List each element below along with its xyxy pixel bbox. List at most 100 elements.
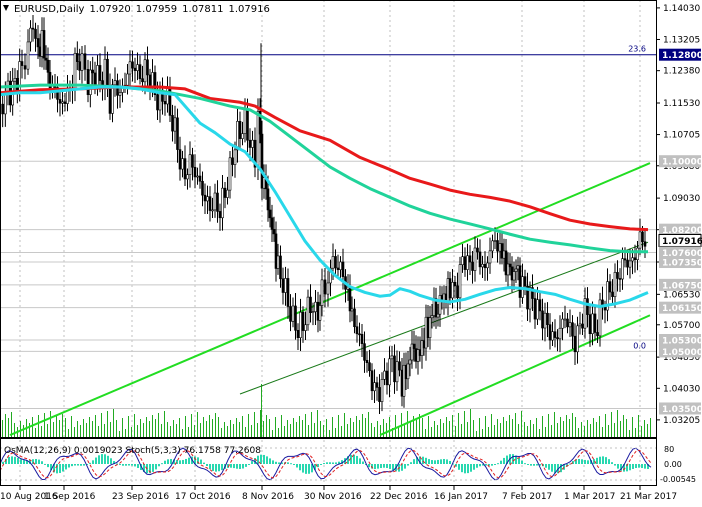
candle-body xyxy=(143,59,147,83)
volume-bar xyxy=(581,422,582,437)
volume-bar xyxy=(362,414,363,437)
x-tick-label-9: 1 Mar 2017 xyxy=(564,492,615,502)
candle-body xyxy=(78,61,81,71)
candle-body xyxy=(339,261,342,271)
volume-bar xyxy=(593,418,594,437)
candle-body xyxy=(451,281,454,299)
volume-bar xyxy=(140,419,141,437)
volume-bar xyxy=(176,424,177,437)
volume-bar xyxy=(386,423,387,437)
volume-bar xyxy=(617,410,618,437)
osma-bar xyxy=(410,462,412,464)
candle-body xyxy=(281,278,285,293)
candle-body xyxy=(311,311,315,314)
y-tick-label-6: 1.09030 xyxy=(663,194,700,204)
volume-bar xyxy=(317,410,318,437)
candle-body xyxy=(274,233,278,269)
candle-body xyxy=(236,121,239,151)
volume-bar xyxy=(47,424,48,437)
osma-bar xyxy=(80,464,82,466)
candle-body xyxy=(238,121,242,139)
osma-bar xyxy=(35,458,37,464)
candle-body xyxy=(198,175,202,182)
volume-bar xyxy=(137,425,138,437)
osma-bar xyxy=(560,464,562,473)
volume-bar xyxy=(308,425,309,437)
volume-bar xyxy=(515,413,516,437)
osma-bar xyxy=(590,460,592,464)
candle-body xyxy=(272,229,276,235)
osma-bar xyxy=(443,458,445,464)
volume-bar xyxy=(254,412,255,437)
osma-bar xyxy=(551,464,553,472)
volume-bar xyxy=(53,422,54,437)
candle-body xyxy=(628,260,632,268)
x-tick-label-10: 21 Mar 2017 xyxy=(620,492,677,502)
osma-bar xyxy=(317,464,319,468)
osma-bar xyxy=(242,464,244,469)
candle-body xyxy=(196,175,199,178)
candle-body xyxy=(412,343,416,349)
volume-bar xyxy=(92,421,93,437)
header-triangle-icon xyxy=(3,5,9,11)
level-tag-2 xyxy=(659,223,701,236)
osma-bar xyxy=(71,464,73,467)
level-tag-label-9: 1.05000 xyxy=(662,348,702,358)
volume-bar xyxy=(392,428,393,437)
osma-bar xyxy=(128,464,130,466)
candle-body xyxy=(541,310,544,329)
volume-bar xyxy=(518,424,519,437)
candle-body xyxy=(46,59,50,73)
candle-body xyxy=(138,64,142,79)
candle-body xyxy=(496,240,499,252)
volume-bar xyxy=(233,424,234,437)
volume-bar xyxy=(452,415,453,437)
volume-bar xyxy=(365,418,366,437)
volume-bar xyxy=(542,416,543,437)
osma-bar xyxy=(143,464,145,472)
volume-bar-spike xyxy=(261,384,262,437)
candle-body xyxy=(556,337,559,340)
candle-body xyxy=(323,279,327,295)
volume-bar xyxy=(620,421,621,437)
volume-bar xyxy=(464,411,465,437)
volume-bar xyxy=(575,417,576,437)
osma-bar xyxy=(581,459,583,464)
candle-body xyxy=(163,101,167,105)
osma-bar xyxy=(14,456,16,464)
candle-body xyxy=(178,149,182,170)
volume-bar xyxy=(23,425,24,437)
volume-bar xyxy=(623,415,624,437)
candle-body xyxy=(331,256,335,269)
volume-bar xyxy=(164,411,165,437)
osma-bar xyxy=(119,464,121,466)
candle-body xyxy=(291,305,295,322)
volume-bar xyxy=(200,423,201,437)
volume-bar xyxy=(596,422,597,437)
osma-bar xyxy=(383,464,385,468)
candle-body xyxy=(368,362,371,372)
candle-body xyxy=(18,61,21,94)
volume-bar xyxy=(434,421,435,437)
osma-bar xyxy=(176,460,178,464)
candle-body xyxy=(434,298,438,318)
osma-bar xyxy=(113,461,115,464)
candle-body xyxy=(383,370,386,380)
level-tag-label-0: 1.12800 xyxy=(662,51,702,61)
candle-body xyxy=(318,305,322,321)
volume-bar xyxy=(611,412,612,437)
candle-body xyxy=(483,263,487,269)
osma-bar xyxy=(161,463,163,465)
candle-body xyxy=(473,247,477,271)
osma-bar xyxy=(65,464,67,470)
candle-body xyxy=(91,69,94,74)
osma-bar xyxy=(266,456,268,464)
osma-bar xyxy=(341,460,343,464)
osma-bar xyxy=(419,456,421,464)
volume-bar xyxy=(539,429,540,437)
osma-bar xyxy=(359,458,361,464)
osma-bar xyxy=(125,464,127,466)
osma-bar xyxy=(227,464,229,468)
